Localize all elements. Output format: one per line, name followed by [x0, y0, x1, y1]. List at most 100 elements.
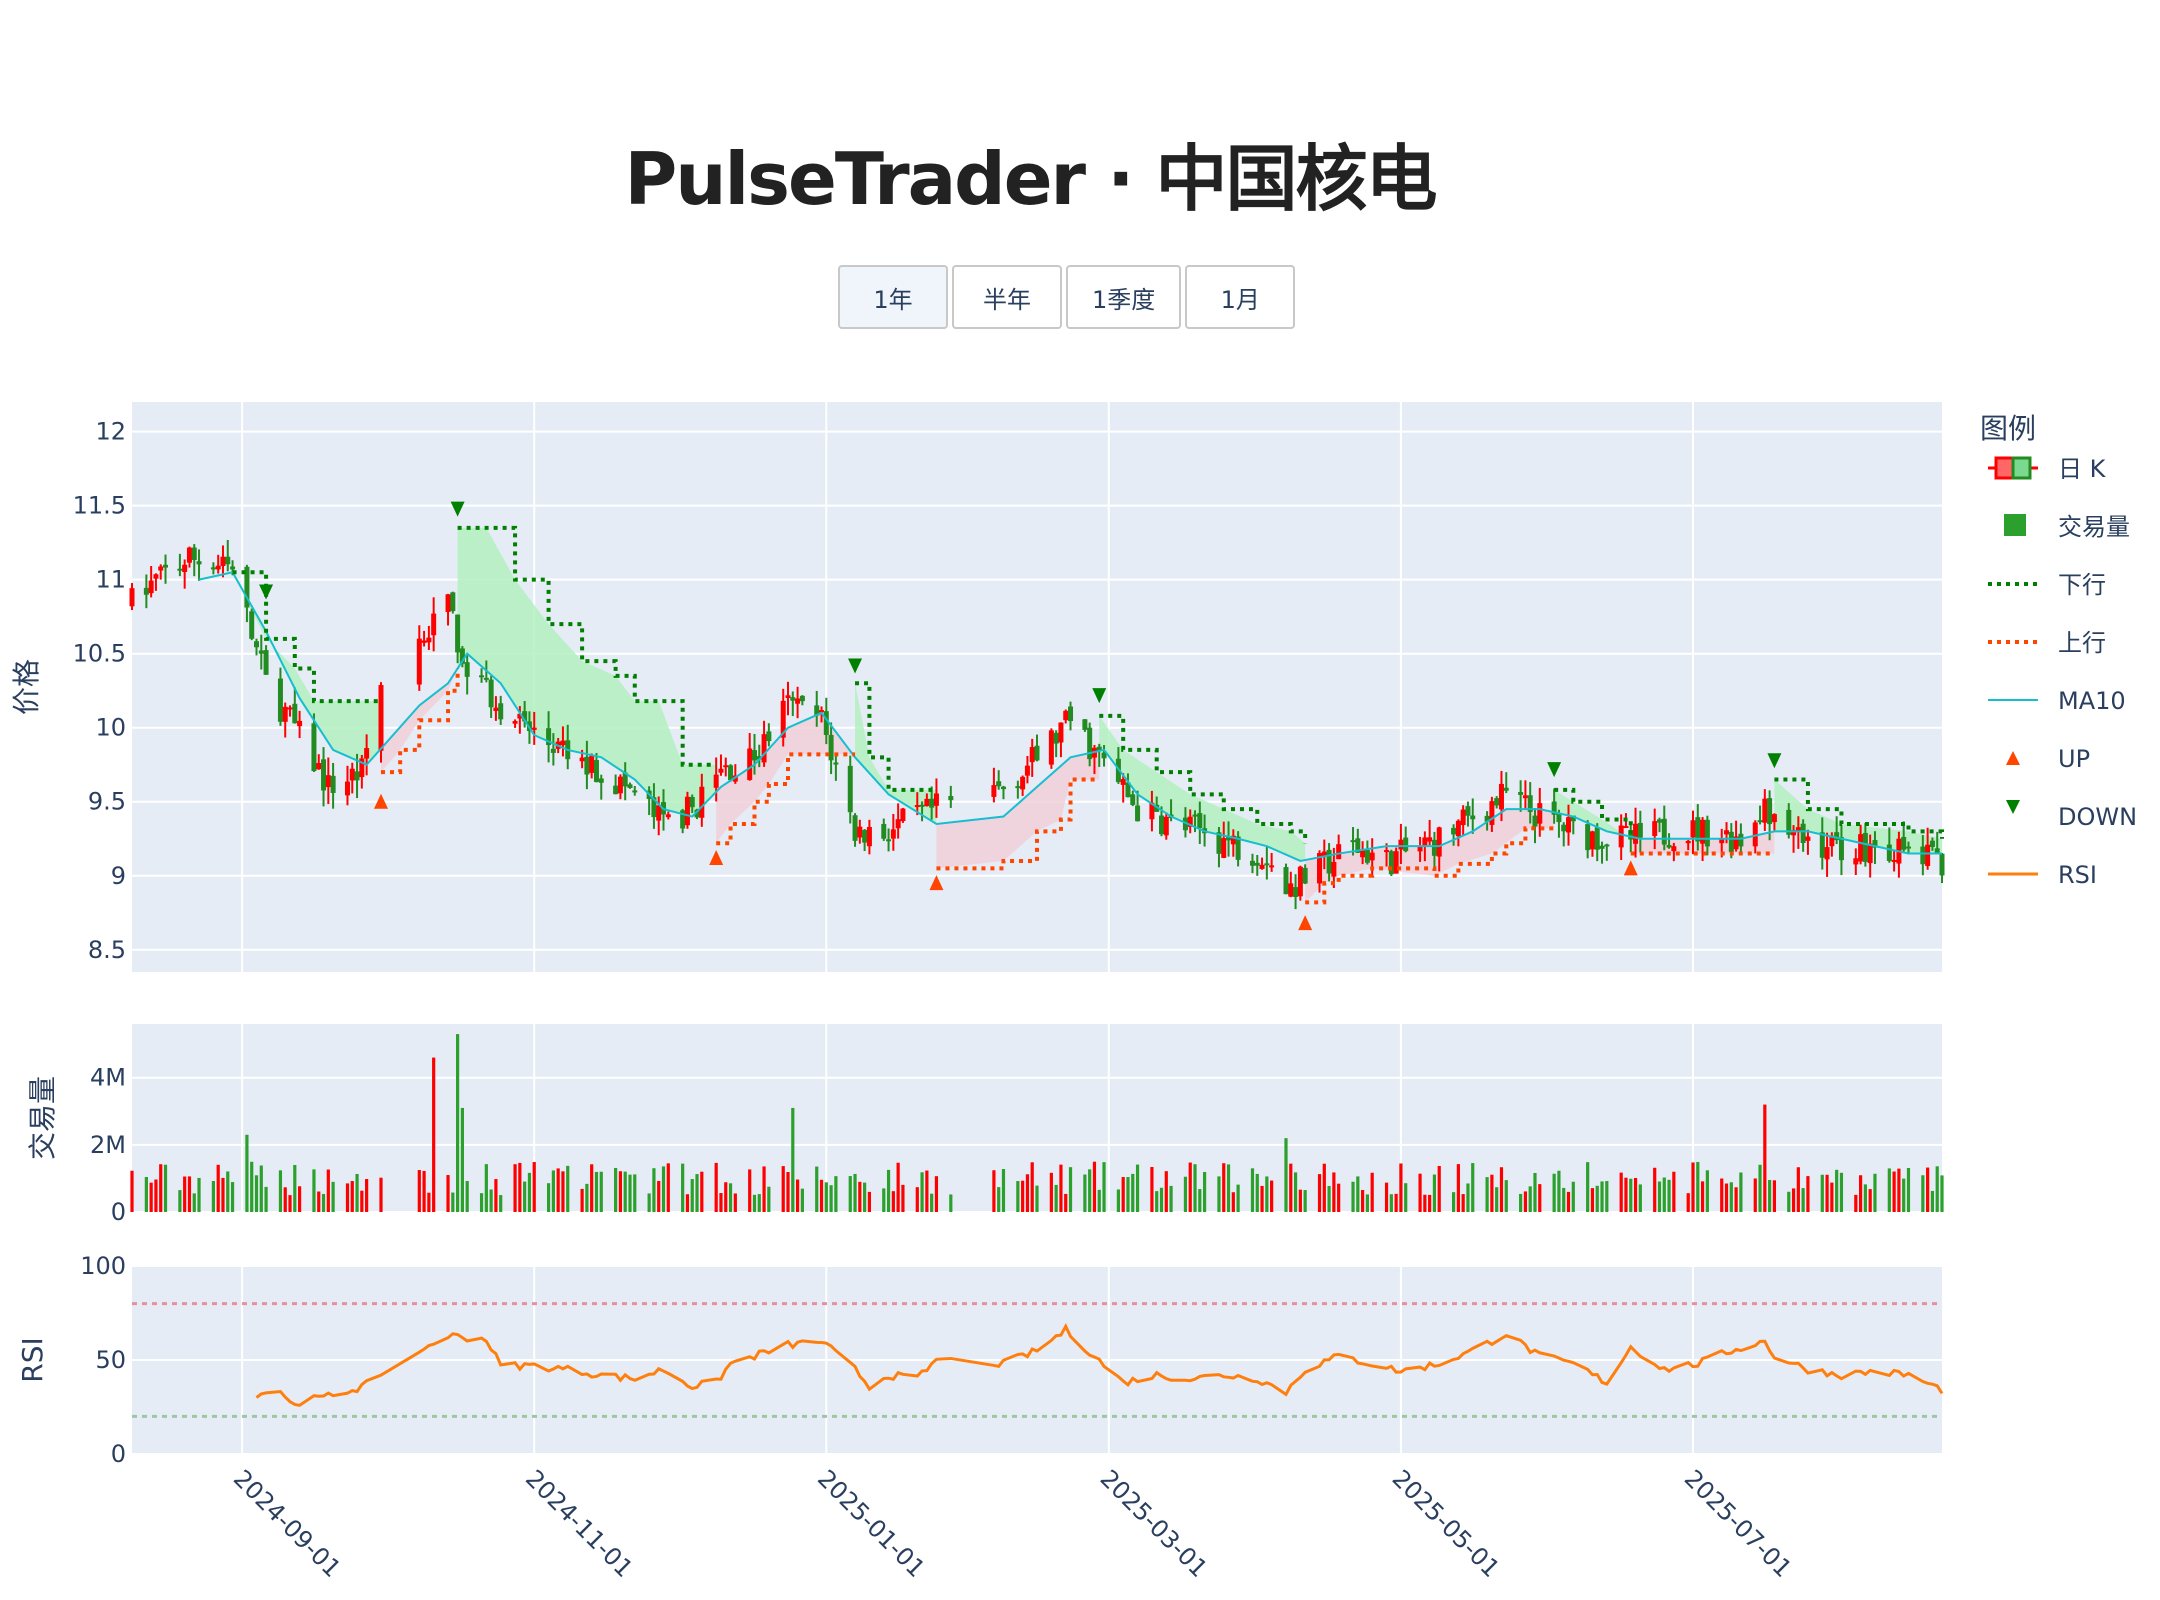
volume-bar: [834, 1176, 838, 1212]
price-axis-title: 价格: [10, 659, 43, 715]
volume-bar: [360, 1190, 364, 1212]
volume-bar: [465, 1181, 469, 1212]
volume-bar: [748, 1169, 752, 1212]
volume-bar: [1021, 1180, 1025, 1212]
candle-body: [723, 765, 729, 768]
downtrend-band-line: [855, 681, 937, 792]
legend-item-rsi[interactable]: RSI: [1988, 861, 2097, 889]
volume-bar: [681, 1163, 685, 1212]
candle-body: [1522, 795, 1528, 799]
candle-body: [1905, 846, 1911, 849]
volume-bar: [1490, 1174, 1494, 1212]
candle-body: [895, 819, 901, 829]
volume-bar: [1322, 1163, 1326, 1212]
volume-bar: [1231, 1192, 1235, 1212]
volume-bar: [1667, 1179, 1671, 1212]
volume-bar: [163, 1164, 168, 1212]
candle-body: [1925, 844, 1931, 867]
candle-body: [684, 796, 690, 826]
price-tick-label: 10: [95, 714, 126, 742]
candle-body: [613, 785, 619, 795]
range-button-1m[interactable]: 1月: [1185, 265, 1296, 329]
candle-body: [148, 580, 154, 594]
candle-body: [622, 772, 628, 787]
x-tick-label: 2025-01-01: [812, 1464, 930, 1582]
candle-body: [1125, 782, 1131, 798]
range-button-6m[interactable]: 半年: [952, 265, 1062, 329]
candle-body: [1034, 745, 1040, 761]
legend-item-candle[interactable]: 日 K: [1988, 455, 2107, 483]
candle-body: [1656, 819, 1662, 823]
volume-bar: [345, 1183, 350, 1212]
volume-bar: [1619, 1172, 1623, 1212]
legend-item-up[interactable]: UP: [2006, 745, 2090, 773]
volume-bar: [915, 1187, 919, 1212]
x-tick-label: 2024-09-01: [228, 1464, 346, 1582]
candle-body: [483, 677, 489, 680]
volume-bar: [288, 1195, 292, 1212]
volume-bar: [1049, 1172, 1053, 1212]
down-signal-marker: [848, 658, 863, 674]
candle-body: [1317, 853, 1323, 884]
legend-label-volume: 交易量: [2058, 513, 2130, 541]
candle-body: [1436, 827, 1442, 857]
volume-bar: [1461, 1194, 1465, 1212]
volume-bar: [719, 1193, 723, 1212]
volume-bar: [1250, 1168, 1255, 1212]
candle-body: [886, 839, 892, 842]
legend-item-lower[interactable]: 下行: [1988, 571, 2106, 599]
candle-body: [1331, 861, 1337, 877]
candle-body: [493, 707, 499, 711]
candle-body: [378, 685, 384, 751]
volume-bar: [1571, 1181, 1575, 1212]
candle-body: [751, 750, 757, 761]
volume-bar: [1691, 1162, 1695, 1212]
candle-body: [790, 697, 796, 701]
volume-bar: [1389, 1194, 1393, 1212]
candle-body: [579, 757, 585, 762]
candle-body: [220, 556, 226, 567]
volume-bar: [556, 1168, 560, 1212]
volume-bar: [192, 1193, 196, 1212]
candle-body: [1738, 833, 1744, 847]
volume-axis-title: 交易量: [26, 1076, 59, 1160]
candle-body: [1063, 710, 1069, 721]
candle-body: [1384, 850, 1390, 853]
candle-body: [1302, 867, 1308, 884]
volume-bar: [781, 1166, 785, 1212]
candle-body: [450, 592, 456, 612]
volume-bars[interactable]: [130, 1034, 1944, 1212]
volume-bar: [1638, 1184, 1642, 1212]
candle-body: [1551, 801, 1557, 815]
volume-bar: [1590, 1188, 1595, 1212]
legend-item-volume[interactable]: 交易量: [2004, 513, 2130, 541]
candle-body: [210, 567, 216, 570]
volume-bar: [546, 1183, 551, 1212]
volume-bar: [1131, 1173, 1135, 1212]
range-button-1q[interactable]: 1季度: [1066, 265, 1182, 329]
candle-body: [191, 547, 197, 561]
legend[interactable]: 图例 日 K 交易量 下行 上行 MA10 UP: [1980, 412, 2137, 889]
legend-item-upper[interactable]: 上行: [1988, 629, 2106, 657]
volume-bar: [1926, 1167, 1930, 1212]
volume-bar: [1586, 1162, 1590, 1212]
volume-bar: [1686, 1193, 1690, 1212]
candle-body: [1599, 845, 1605, 849]
range-button-1y[interactable]: 1年: [838, 265, 948, 329]
candle-body: [225, 556, 231, 565]
candle-body: [517, 713, 523, 719]
rsi-line: [255, 1323, 1944, 1407]
candle-body: [1053, 732, 1059, 744]
volume-bar: [1126, 1177, 1130, 1212]
candle-body: [230, 566, 236, 570]
volume-bar: [599, 1171, 603, 1212]
candle-body: [1192, 814, 1198, 817]
volume-bar: [800, 1188, 804, 1212]
legend-item-ma10[interactable]: MA10: [1988, 687, 2126, 715]
legend-item-down[interactable]: DOWN: [2006, 800, 2137, 831]
volume-bar: [1222, 1163, 1226, 1212]
candle-body: [1000, 786, 1006, 790]
volume-bar: [901, 1184, 905, 1212]
candle-body: [1364, 849, 1370, 863]
down-signal-marker: [1547, 762, 1562, 778]
